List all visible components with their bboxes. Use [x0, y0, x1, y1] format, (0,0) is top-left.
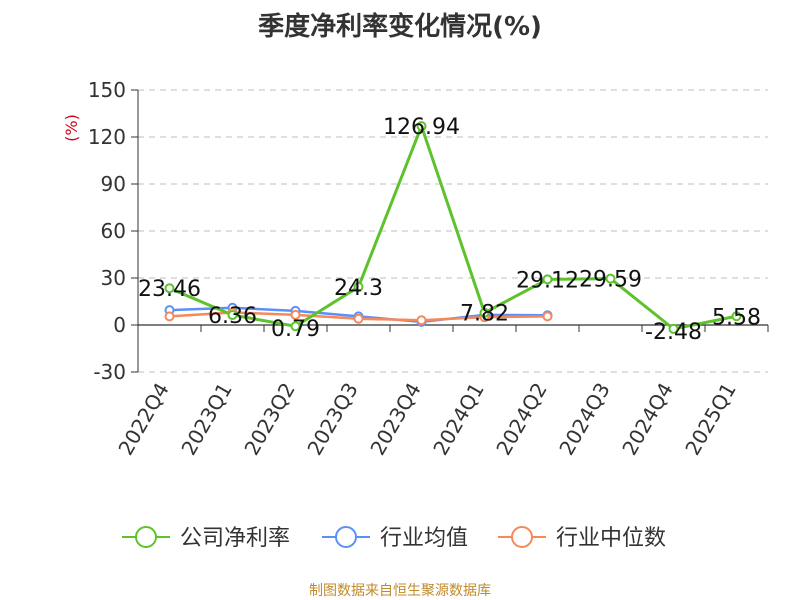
y-tick-label: 30: [101, 266, 126, 290]
data-label: 7.82: [460, 302, 509, 327]
x-tick-label: 2022Q4: [113, 379, 173, 460]
legend-label: 公司净利率: [180, 526, 290, 551]
data-point: [416, 121, 427, 132]
legend-marker: [335, 526, 357, 548]
x-tick-labels: 2022Q4 2023Q1 2023Q2 2023Q3 2023Q4 2024Q1 2024…: [113, 379, 740, 460]
x-tick-label: 2024Q2: [491, 379, 551, 460]
legend-marker: [135, 526, 157, 548]
legend-marker: [511, 526, 533, 548]
data-label: 5.58: [712, 305, 761, 330]
x-tick-label: 2023Q2: [239, 379, 299, 460]
data-label: 126.94: [383, 115, 460, 140]
data-label: 24.3: [334, 276, 383, 301]
x-tick-label: 2025Q1: [680, 379, 740, 460]
data-labels: 23.46 6.36 0.79 24.3 126.94 7.82 29.12 29.59 -2.…: [138, 115, 761, 345]
data-point: [164, 283, 175, 294]
source-footer: 制图数据来自恒生聚源数据库: [309, 583, 491, 599]
y-tick-labels: -30 0 30 60 90 120 150: [88, 78, 126, 384]
series-line: [168, 124, 737, 331]
y-tick-label: 0: [113, 313, 126, 337]
data-point: [290, 321, 301, 332]
data-label: 29.12: [516, 268, 579, 293]
legend: 公司净利率 行业均值 行业中位数: [122, 526, 666, 551]
data-label: -2.48: [645, 320, 702, 345]
axes: [131, 89, 769, 373]
data-point: [668, 323, 679, 334]
series-points: [164, 121, 742, 334]
data-label: 29.59: [579, 268, 642, 293]
data-point: [416, 315, 427, 326]
x-tick-label: 2024Q3: [554, 379, 614, 460]
legend-label: 行业中位数: [556, 526, 666, 551]
series-lines: [168, 124, 737, 331]
y-tick-label: 60: [101, 219, 126, 243]
data-point: [353, 313, 364, 324]
y-axis-label: (%): [62, 114, 81, 142]
x-tick-label: 2024Q4: [617, 379, 677, 460]
legend-label: 行业均值: [380, 526, 468, 551]
data-point: [605, 273, 616, 284]
grid-lines: [138, 89, 768, 373]
data-point: [227, 310, 238, 321]
data-point: [353, 281, 364, 292]
data-point: [479, 307, 490, 318]
y-tick-label: -30: [93, 360, 126, 384]
data-point: [542, 274, 553, 285]
x-tick-label: 2023Q4: [365, 379, 425, 460]
chart-title: 季度净利率变化情况(%): [258, 12, 542, 42]
x-tick-label: 2023Q3: [302, 379, 362, 460]
y-tick-label: 150: [88, 78, 126, 102]
data-point: [290, 309, 301, 320]
data-label: 23.46: [138, 277, 201, 302]
y-tick-label: 90: [101, 172, 126, 196]
data-point: [542, 311, 553, 322]
y-tick-label: 120: [88, 125, 126, 149]
data-label: 6.36: [208, 304, 257, 329]
data-point: [731, 311, 742, 322]
data-point: [164, 311, 175, 322]
x-tick-label: 2023Q1: [176, 379, 236, 460]
data-label: 0.79: [271, 317, 320, 342]
x-tick-label: 2024Q1: [428, 379, 488, 460]
